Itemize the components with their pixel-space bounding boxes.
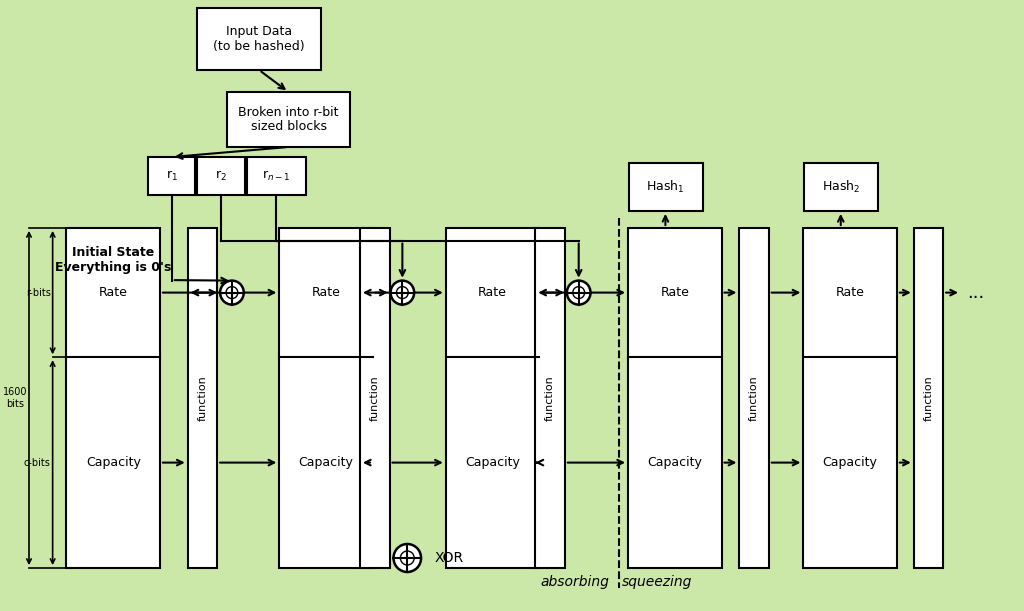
Text: Capacity: Capacity (647, 456, 702, 469)
Bar (536, 228, 565, 568)
Bar (739, 228, 769, 568)
Text: Rate: Rate (98, 286, 128, 299)
Text: r$_2$: r$_2$ (215, 169, 227, 183)
Text: absorbing: absorbing (541, 575, 609, 589)
Text: Capacity: Capacity (465, 456, 520, 469)
Text: function: function (370, 375, 380, 421)
Text: Capacity: Capacity (86, 456, 140, 469)
Circle shape (393, 544, 421, 572)
Bar (148, 157, 196, 195)
Text: function: function (545, 375, 555, 421)
Bar (445, 228, 540, 568)
Text: Capacity: Capacity (822, 456, 878, 469)
Text: function: function (924, 375, 934, 421)
Text: Rate: Rate (836, 286, 864, 299)
Bar (803, 228, 897, 568)
Bar (67, 228, 160, 568)
Text: function: function (750, 375, 759, 421)
Text: Capacity: Capacity (299, 456, 353, 469)
Bar (198, 157, 245, 195)
Text: Hash$_2$: Hash$_2$ (821, 179, 860, 195)
Text: squeezing: squeezing (623, 575, 692, 589)
Bar (247, 157, 306, 195)
Text: Rate: Rate (660, 286, 689, 299)
Text: Broken into r-bit
sized blocks: Broken into r-bit sized blocks (239, 106, 339, 133)
Bar (360, 228, 389, 568)
Circle shape (567, 280, 591, 305)
Bar (280, 228, 373, 568)
Text: r$_{n-1}$: r$_{n-1}$ (262, 169, 291, 183)
Bar (804, 163, 879, 211)
Bar (628, 228, 722, 568)
Circle shape (220, 280, 244, 305)
Text: Rate: Rate (311, 286, 340, 299)
Bar (187, 228, 217, 568)
Text: r-bits: r-bits (26, 288, 50, 298)
Bar (629, 163, 702, 211)
Text: 1600
bits: 1600 bits (2, 387, 27, 409)
Text: r$_1$: r$_1$ (166, 169, 178, 183)
Text: Input Data
(to be hashed): Input Data (to be hashed) (213, 25, 305, 53)
Text: Initial State
Everything is 0's: Initial State Everything is 0's (54, 246, 171, 274)
Text: XOR: XOR (435, 551, 464, 565)
Text: Rate: Rate (478, 286, 507, 299)
Bar (227, 92, 350, 147)
Bar (913, 228, 943, 568)
Text: Hash$_1$: Hash$_1$ (646, 179, 685, 195)
Bar (198, 8, 321, 70)
Text: ...: ... (967, 284, 984, 302)
Text: function: function (198, 375, 208, 421)
Text: c-bits: c-bits (24, 458, 50, 467)
Circle shape (390, 280, 414, 305)
